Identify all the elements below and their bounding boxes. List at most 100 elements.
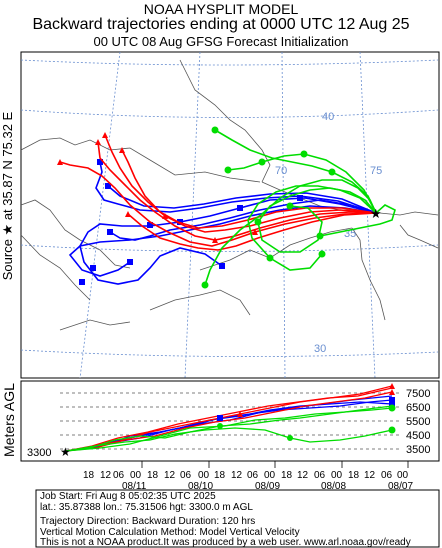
border-line: [20, 199, 131, 269]
trajectory-marker: [237, 411, 243, 417]
height-trace: [65, 407, 393, 452]
trajectory-marker: [389, 383, 395, 389]
location-line: lat.: 35.87388 lon.: 75.31506 hgt: 3300.…: [40, 502, 253, 513]
trajectory-marker: [97, 159, 103, 165]
method-line: Vertical Motion Calculation Method: Mode…: [40, 527, 300, 538]
disclaimer-line: This is not a NOAA product.It was produc…: [40, 537, 411, 548]
border-line: [149, 289, 251, 316]
height-tick: 4500: [406, 430, 430, 442]
hour-tick: 00: [130, 470, 142, 481]
border-line: [20, 234, 91, 301]
time-axis-ticks: [141, 461, 409, 468]
trajectory-marker: [57, 159, 63, 165]
trajectory-marker: [105, 183, 111, 189]
trajectory-marker: [127, 259, 133, 265]
trajectory-marker: [79, 279, 85, 285]
trajectory-line: [247, 185, 377, 271]
hour-tick: 12: [231, 470, 243, 481]
graticule-line: [20, 349, 439, 357]
hour-tick: 00: [331, 470, 343, 481]
trajectory-line: [319, 204, 396, 237]
lon-label: 75: [370, 165, 382, 177]
source-star-icon: ★: [370, 206, 382, 221]
trajectory-line: [68, 205, 377, 277]
trajectory-marker: [125, 211, 131, 217]
border-line: [399, 224, 439, 249]
time-axis: 18 12 06 00 18 12 06 00 18 12 06 00 18 1…: [83, 470, 413, 492]
model-title: NOAA HYSPLIT MODEL: [143, 1, 299, 17]
lon-label: 70: [275, 165, 287, 177]
chart-subtitle: 00 UTC 08 Aug GFSG Forecast Initializati…: [93, 34, 349, 49]
trajectory-marker: [318, 250, 326, 258]
border-line: [351, 227, 386, 321]
chart-title: Backward trajectories ending at 0000 UTC…: [32, 16, 410, 33]
height-tick-labels: 7500 6500 5500 4500 3500 3300: [27, 388, 430, 459]
trajectory-marker: [300, 150, 308, 158]
hour-tick: 00: [264, 470, 276, 481]
trajectory-marker: [201, 281, 209, 289]
lat-label: 40: [322, 111, 334, 123]
hour-tick: 06: [381, 470, 393, 481]
direction-line: Trajectory Direction: Backward Duration:…: [40, 516, 256, 527]
job-start-line: Job Start: Fri Aug 8 05:02:35 UTC 2025: [40, 491, 216, 502]
trajectory-marker: [237, 205, 243, 211]
trajectory-marker: [252, 229, 258, 235]
trajectory-marker: [286, 202, 294, 210]
height-trace: [65, 427, 393, 452]
height-tick: 5500: [406, 416, 430, 428]
graticule: [20, 51, 439, 379]
map-frame: [20, 51, 440, 379]
date-tick: 08/11: [122, 481, 147, 492]
hour-tick: 00: [397, 470, 409, 481]
trajectory-marker: [328, 168, 336, 176]
trajectory-marker: [297, 195, 303, 201]
lat-label: 30: [314, 343, 326, 355]
date-tick: 08/07: [388, 481, 413, 492]
hour-tick: 18: [281, 470, 293, 481]
trajectory-marker: [219, 263, 225, 269]
trajectory-marker: [316, 232, 324, 240]
vertical-profile-panel: 7500 6500 5500 4500 3500 3300: [20, 380, 440, 462]
trajectory-marker: [258, 158, 266, 166]
trajectory-marker: [389, 389, 395, 395]
trajectory-marker: [102, 132, 108, 138]
trajectory-marker: [119, 147, 125, 153]
trajectory-marker: [211, 126, 219, 134]
trajectory-marker: [107, 229, 113, 235]
height-trace: [65, 401, 393, 452]
height-tick: 3500: [406, 444, 430, 456]
trajectory-line: [104, 134, 377, 233]
trajectory-line: [127, 212, 377, 251]
hour-tick: 12: [100, 470, 112, 481]
info-box: [35, 489, 440, 548]
trajectory-line: [204, 179, 377, 286]
height-gridlines: [60, 392, 400, 450]
trajectory-marker: [389, 401, 395, 407]
border-line: [20, 137, 261, 183]
source-star-icon: ★: [60, 445, 71, 459]
red-markers: [57, 132, 258, 243]
hour-tick: 00: [198, 470, 210, 481]
height-trace: [65, 391, 393, 452]
country-borders: [20, 59, 439, 331]
hour-tick: 12: [297, 470, 309, 481]
date-tick: 08/10: [188, 481, 213, 492]
trajectory-marker: [266, 254, 274, 262]
start-height-label: 3300: [27, 447, 51, 459]
hour-tick: 18: [214, 470, 226, 481]
date-tick: 08/09: [255, 481, 280, 492]
trajectory-marker: [212, 237, 218, 243]
date-tick: 08/08: [321, 481, 346, 492]
trajectory-marker: [90, 265, 96, 271]
hour-tick: 06: [180, 470, 192, 481]
trajectory-marker: [95, 139, 101, 145]
height-markers: [217, 383, 396, 441]
trajectory-marker: [254, 218, 262, 226]
graticule-labels: 40 35 30 75 70: [275, 111, 382, 355]
trajectory-line: [97, 141, 377, 241]
graticule-line: [79, 51, 121, 379]
border-line: [179, 59, 271, 183]
hour-tick: 06: [314, 470, 326, 481]
trajectory-marker: [162, 213, 168, 219]
